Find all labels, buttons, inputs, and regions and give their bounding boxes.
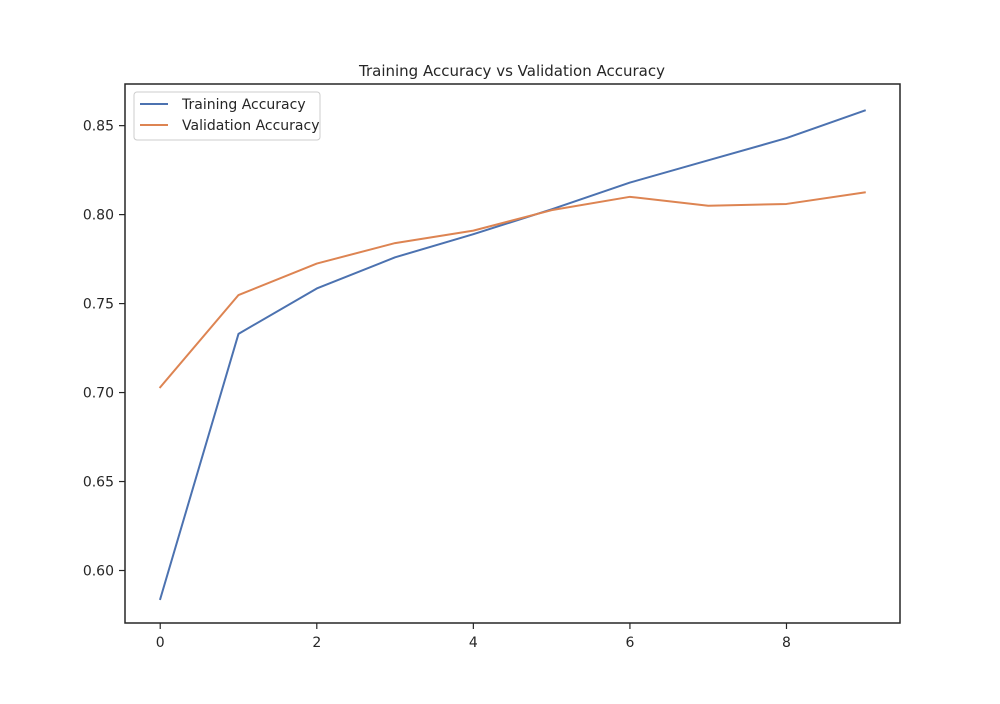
y-tick-label: 0.80 <box>83 208 114 224</box>
y-tick-label: 0.75 <box>83 297 114 313</box>
legend-box <box>133 91 321 141</box>
y-tick-label: 0.65 <box>83 475 114 491</box>
axis-ticks: 0 2 4 6 8 0.60 0.65 0.70 0.75 0.80 0.85 <box>83 119 791 651</box>
y-tick-label: 0.85 <box>83 119 114 135</box>
plot-frame <box>124 83 901 624</box>
legend: Training Accuracy Validation Accuracy <box>133 91 321 141</box>
legend-label: Validation Accuracy <box>182 118 320 134</box>
y-tick-label: 0.60 <box>83 564 114 580</box>
x-tick-label: 6 <box>625 635 634 651</box>
series-lines <box>158 109 867 601</box>
y-tick-label: 0.70 <box>83 386 114 402</box>
x-tick-label: 4 <box>469 635 478 651</box>
x-tick-label: 8 <box>782 635 791 651</box>
series-line-0 <box>158 109 867 601</box>
x-tick-label: 2 <box>312 635 321 651</box>
legend-label: Training Accuracy <box>181 97 306 113</box>
chart-title: Training Accuracy vs Validation Accuracy <box>358 62 665 80</box>
x-tick-label: 0 <box>156 635 165 651</box>
series-line-1 <box>158 191 866 389</box>
